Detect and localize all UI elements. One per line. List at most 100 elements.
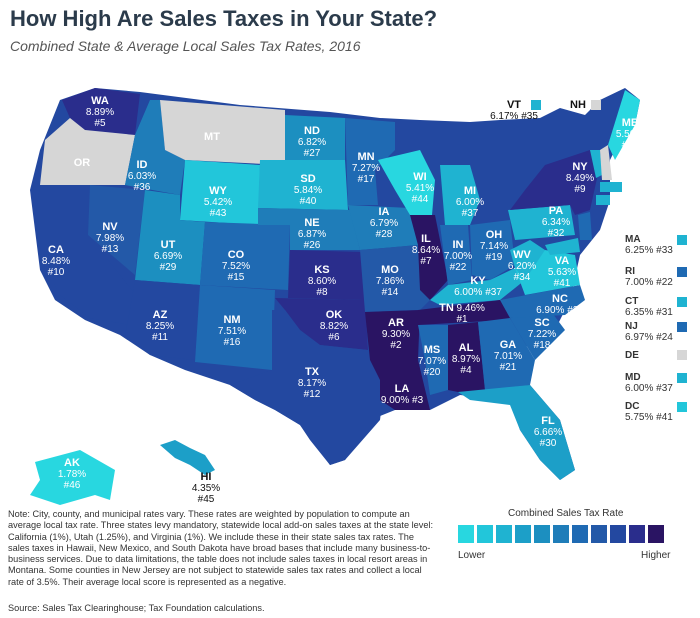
label-or: OR <box>73 157 91 169</box>
side-item-ri: RI 7.00% #22 <box>625 266 673 288</box>
state-shape-nv <box>88 185 145 275</box>
label-nv: NV 7.98% #13 <box>95 221 125 256</box>
side-item-dc: DC 5.75% #41 <box>625 401 673 423</box>
state-shape-mn <box>345 118 395 205</box>
side-item-ct: CT 6.35% #31 <box>625 296 673 318</box>
side-item-ma: MA 6.25% #33 <box>625 234 673 256</box>
swatch-md <box>677 373 687 383</box>
label-id: ID 6.03% #36 <box>127 159 157 194</box>
state-shape-wi <box>378 150 435 215</box>
legend-higher-label: Higher <box>641 550 671 561</box>
state-shape-id <box>125 100 185 195</box>
label-nd: ND 6.82% #27 <box>297 125 327 160</box>
state-shape-az <box>125 280 200 360</box>
state-shape-nc <box>500 285 585 318</box>
state-shape-la <box>370 360 430 410</box>
label-co: CO 7.52% #15 <box>221 249 251 284</box>
swatch-ct <box>677 297 687 307</box>
page-subtitle: Combined State & Average Local Sales Tax… <box>10 38 361 54</box>
legend-swatch-9 <box>610 525 626 543</box>
label-sd: SD 5.84% #40 <box>293 173 323 208</box>
state-shape-ma <box>600 182 622 192</box>
state-shape-pa <box>508 205 575 240</box>
state-shape-ct <box>596 195 610 205</box>
swatch-dc <box>677 402 687 412</box>
label-wi: WI 5.41% #44 <box>405 171 435 206</box>
source-text: Source: Sales Tax Clearinghouse; Tax Fou… <box>8 603 265 613</box>
legend-swatch-6 <box>553 525 569 543</box>
state-shape-ut <box>135 190 205 285</box>
swatch-de <box>677 350 687 360</box>
label-va: VA 5.63% #41 <box>547 255 577 290</box>
state-shape-oh <box>470 220 515 280</box>
state-shape-hi <box>160 440 215 475</box>
label-ne: NE 6.87% #26 <box>297 217 327 252</box>
state-shape-nm <box>195 285 275 370</box>
state-shape-sd <box>258 160 348 210</box>
swatch-nj <box>677 322 687 332</box>
state-shape-nd <box>285 115 345 160</box>
state-shape-ky <box>430 268 525 305</box>
state-shape-al <box>448 322 485 392</box>
state-shape-me <box>608 90 640 160</box>
state-shape-sc <box>510 310 565 360</box>
state-shape-mi <box>440 165 480 225</box>
swatch-ri <box>677 267 687 277</box>
state-shape-ok <box>275 298 368 350</box>
label-mo: MO 7.86% #14 <box>375 264 405 299</box>
label-wv: WV 6.20% #34 <box>507 249 537 284</box>
state-shape-or <box>40 118 135 185</box>
label-ca: CA 8.48% #10 <box>41 244 71 279</box>
legend-swatch-5 <box>534 525 550 543</box>
label-mt: MT <box>204 131 220 143</box>
legend-swatch-2 <box>477 525 493 543</box>
label-vt: VT 6.17% #35 <box>490 99 538 123</box>
state-shape-il <box>410 215 448 300</box>
state-shape-ne <box>258 208 360 250</box>
legend-swatch-7 <box>572 525 588 543</box>
label-in: IN 7.00% #22 <box>443 239 473 274</box>
side-item-de: DE <box>625 350 639 361</box>
state-shape-wv <box>510 240 545 280</box>
state-shape-ak <box>30 450 115 505</box>
note-text: Note: City, county, and municipal rates … <box>8 509 434 587</box>
label-nm: NM 7.51% #16 <box>217 314 247 349</box>
state-shape-ia <box>348 205 418 250</box>
state-shape-wy <box>180 160 260 225</box>
label-il: IL 8.64% #7 <box>411 233 441 268</box>
state-shape-ga <box>478 318 535 390</box>
legend-swatch-8 <box>591 525 607 543</box>
state-shape-mt <box>160 100 285 165</box>
swatch-vt <box>531 100 541 110</box>
label-ga: GA 7.01% #21 <box>493 339 523 374</box>
legend-swatch-10 <box>629 525 645 543</box>
state-shape-wa <box>62 88 140 135</box>
state-shape-ks <box>288 250 365 300</box>
label-tn: TN 9.46% #1 <box>439 302 485 326</box>
state-shape-md <box>545 238 580 255</box>
label-az: AZ 8.25% #11 <box>145 309 175 344</box>
state-shape-co <box>200 222 290 290</box>
label-ar: AR 9.30% #2 <box>381 317 411 352</box>
state-shape-fl <box>458 385 575 480</box>
state-shape-in <box>440 225 472 285</box>
side-item-md: MD 6.00% #37 <box>625 372 673 394</box>
label-al: AL 8.97% #4 <box>451 342 481 377</box>
label-tx: TX 8.17% #12 <box>297 366 327 401</box>
state-shape-mo <box>360 245 430 312</box>
label-mi: MI 6.00% #37 <box>455 185 485 220</box>
legend-swatches <box>458 525 664 543</box>
label-ny: NY 8.49% #9 <box>565 161 595 196</box>
legend-title: Combined Sales Tax Rate <box>508 508 624 519</box>
state-shape-ca <box>35 185 140 325</box>
legend-lower-label: Lower <box>458 550 486 561</box>
label-oh: OH 7.14% #19 <box>479 229 509 264</box>
label-pa: PA 6.34% #32 <box>541 205 571 240</box>
label-ok: OK 8.82% #6 <box>319 309 349 344</box>
label-ks: KS 8.60% #8 <box>307 264 337 299</box>
swatch-nh <box>591 100 601 110</box>
state-shape-ar <box>365 310 420 360</box>
label-ia: IA 6.79% #28 <box>369 206 399 241</box>
label-ak: AK 1.78% #46 <box>57 457 87 492</box>
state-shape-ny <box>510 150 600 215</box>
